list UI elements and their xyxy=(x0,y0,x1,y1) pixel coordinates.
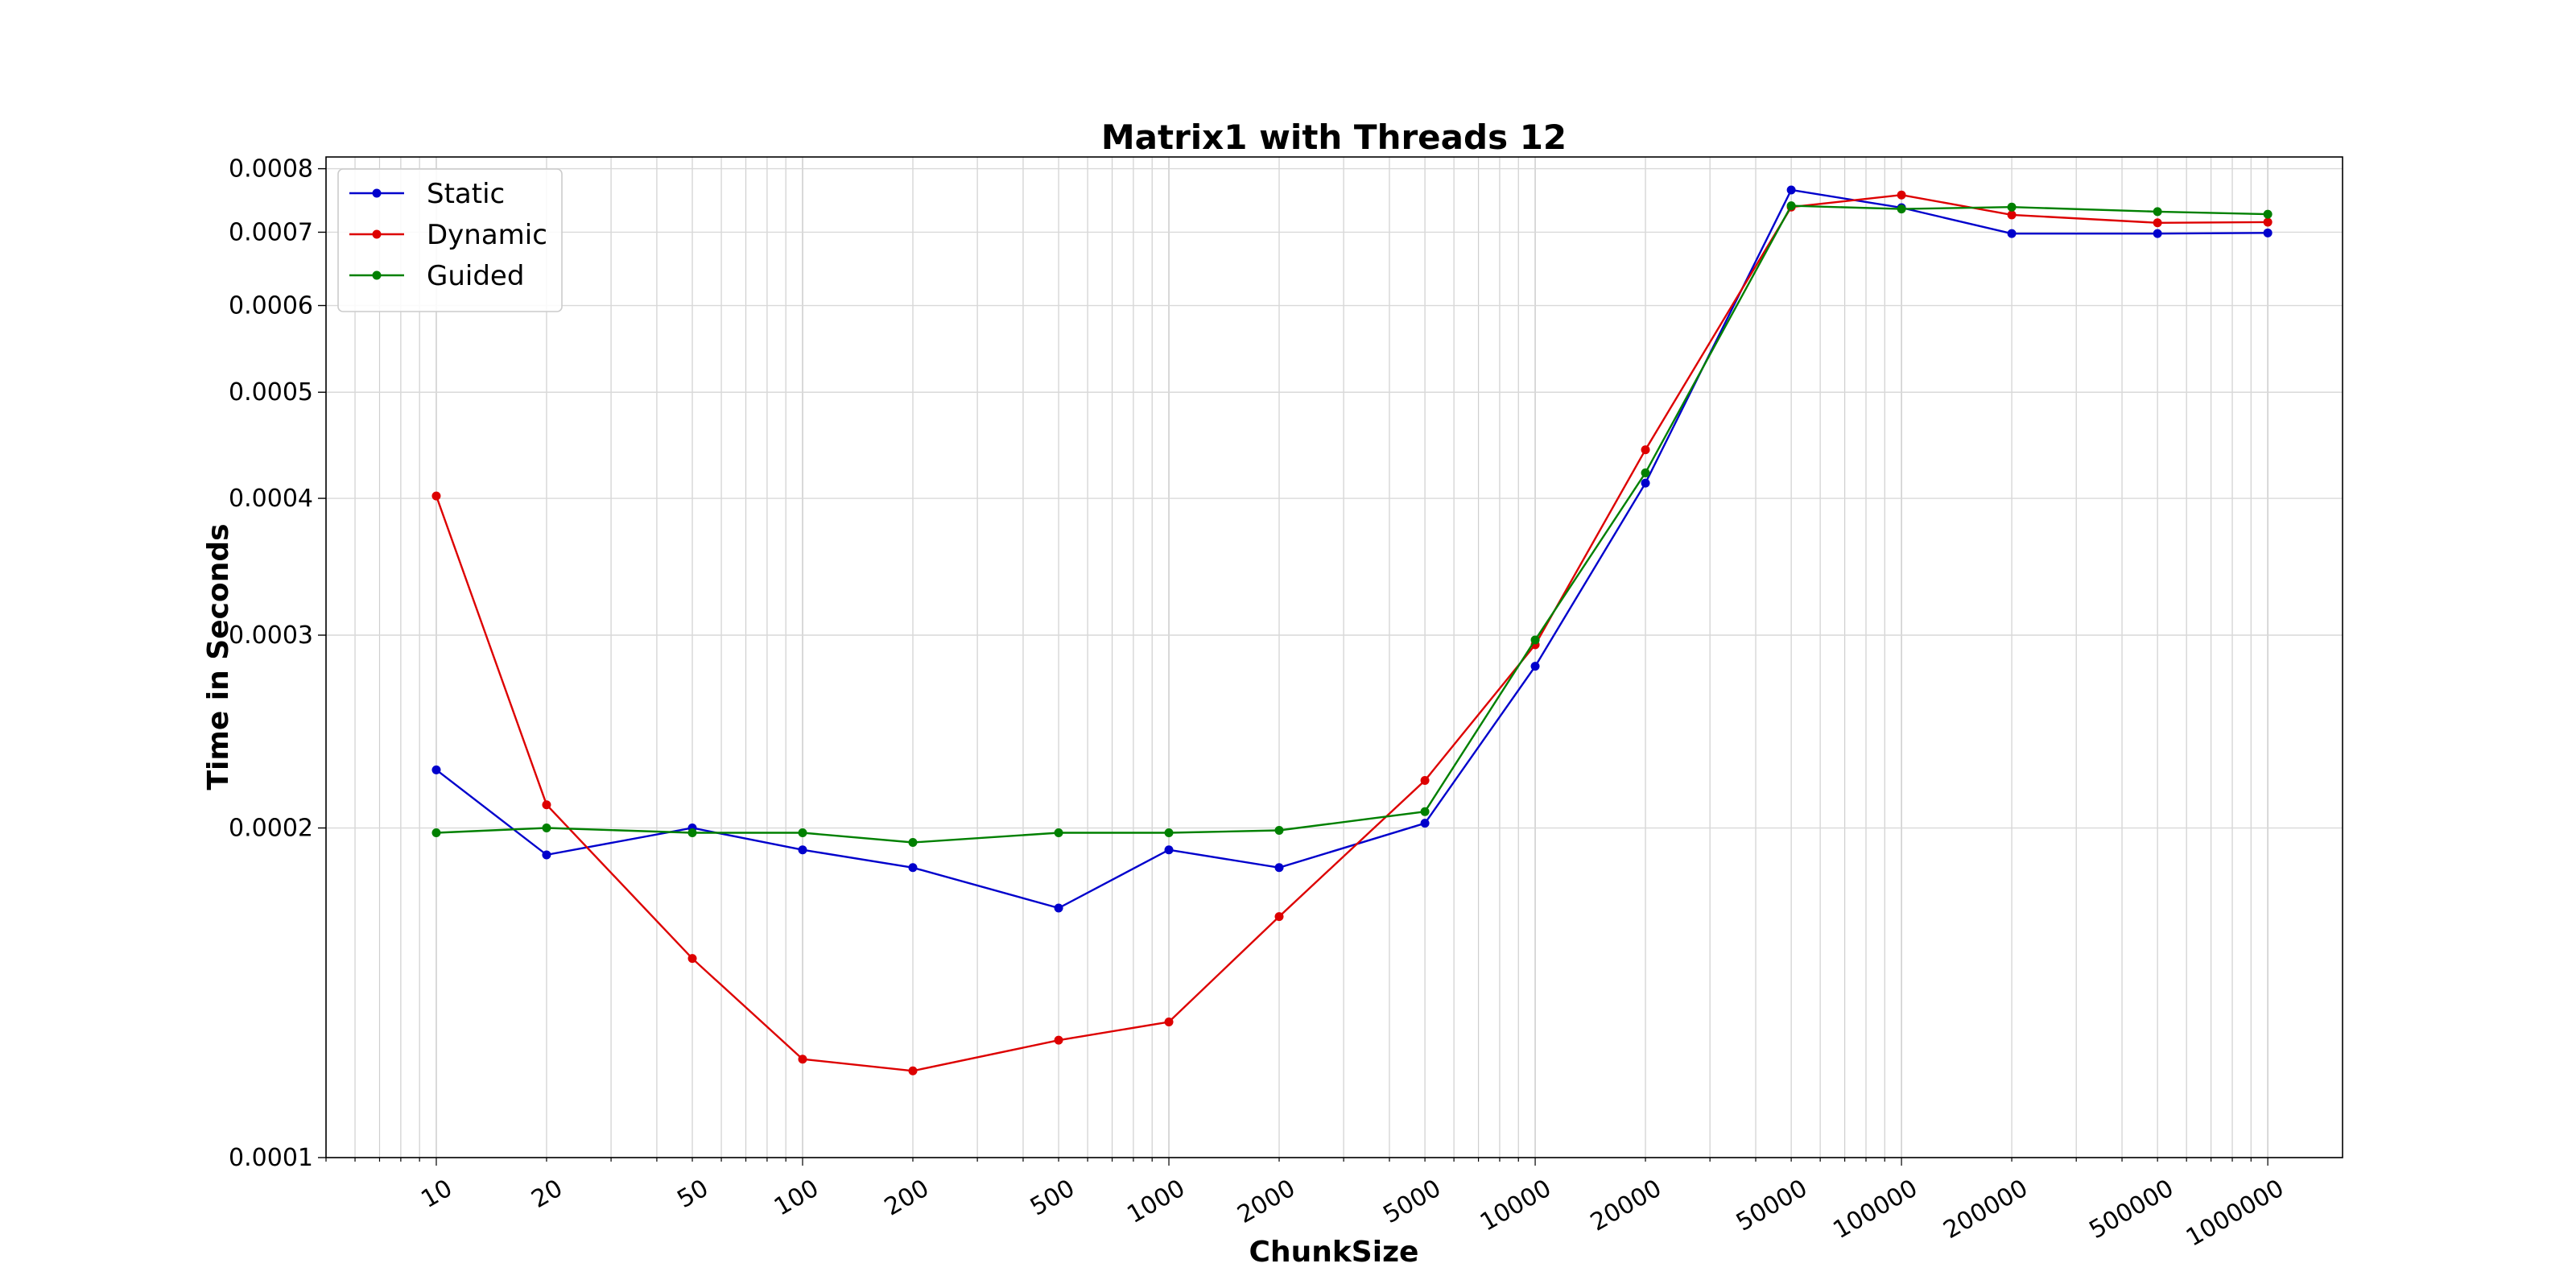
data-point-static xyxy=(1164,845,1174,855)
data-point-guided xyxy=(1786,201,1796,211)
data-point-static xyxy=(2263,228,2273,237)
data-point-guided xyxy=(1641,468,1650,477)
data-point-dynamic xyxy=(908,1066,918,1075)
legend-label-static: Static xyxy=(427,178,505,210)
legend-label-dynamic: Dynamic xyxy=(427,219,547,251)
data-point-guided xyxy=(1530,635,1540,645)
chart-title: Matrix1 with Threads 12 xyxy=(1101,118,1567,157)
data-point-static xyxy=(908,863,918,873)
data-point-guided xyxy=(1897,204,1906,214)
y-tick-label: 0.0002 xyxy=(229,815,313,843)
data-point-guided xyxy=(2153,207,2162,217)
data-point-dynamic xyxy=(1274,912,1284,922)
data-point-guided xyxy=(1420,807,1430,816)
legend-marker-dynamic xyxy=(372,229,382,239)
data-point-dynamic xyxy=(431,491,441,501)
data-point-guided xyxy=(542,824,551,833)
data-point-dynamic xyxy=(687,954,697,964)
x-axis-label: ChunkSize xyxy=(1249,1236,1419,1269)
plot-frame xyxy=(325,156,2343,1158)
data-point-guided xyxy=(1164,828,1174,837)
y-axis-label: Time in Seconds xyxy=(202,523,235,790)
data-point-static xyxy=(2153,229,2162,238)
data-point-dynamic xyxy=(1897,190,1906,200)
legend-marker-guided xyxy=(372,270,382,280)
data-point-dynamic xyxy=(1164,1018,1174,1027)
legend-marker-static xyxy=(372,188,382,198)
series-line-static xyxy=(436,188,2268,910)
data-point-guided xyxy=(2263,209,2273,219)
data-point-static xyxy=(798,845,807,855)
y-tick-label: 0.0005 xyxy=(229,378,313,407)
data-point-dynamic xyxy=(2263,217,2273,227)
data-point-dynamic xyxy=(2007,210,2017,220)
data-point-static xyxy=(1420,819,1430,828)
y-tick-label: 0.0006 xyxy=(229,292,313,320)
data-point-static xyxy=(1530,662,1540,671)
data-point-guided xyxy=(1274,825,1284,835)
data-point-static xyxy=(1641,478,1650,488)
data-point-static xyxy=(431,765,441,774)
y-tick-label: 0.0008 xyxy=(229,155,313,184)
y-tick-label: 0.0001 xyxy=(229,1144,313,1172)
data-point-static xyxy=(1054,903,1063,913)
data-point-guided xyxy=(2007,202,2017,212)
y-tick-label: 0.0004 xyxy=(229,485,313,513)
series-line-guided xyxy=(436,204,2268,844)
grid xyxy=(325,157,2343,1158)
data-point-dynamic xyxy=(2153,218,2162,228)
data-point-guided xyxy=(431,828,441,837)
data-point-guided xyxy=(687,828,697,837)
data-point-guided xyxy=(798,828,807,837)
data-point-static xyxy=(542,850,551,860)
data-point-static xyxy=(2007,229,2017,238)
series-line-dynamic xyxy=(435,193,2268,1072)
data-point-dynamic xyxy=(798,1055,807,1064)
data-point-dynamic xyxy=(1054,1035,1063,1045)
legend: Static Dynamic Guided xyxy=(337,168,563,312)
data-point-static xyxy=(1786,185,1796,195)
data-point-guided xyxy=(908,838,918,848)
data-point-dynamic xyxy=(542,800,551,810)
y-tick-label: 0.0003 xyxy=(229,621,313,650)
data-point-dynamic xyxy=(1641,445,1650,455)
legend-label-guided: Guided xyxy=(427,260,524,292)
y-tick-label: 0.0007 xyxy=(229,218,313,246)
data-point-static xyxy=(1274,863,1284,873)
data-point-guided xyxy=(1054,828,1063,837)
series-lines xyxy=(431,185,2273,1075)
data-point-dynamic xyxy=(1420,776,1430,786)
